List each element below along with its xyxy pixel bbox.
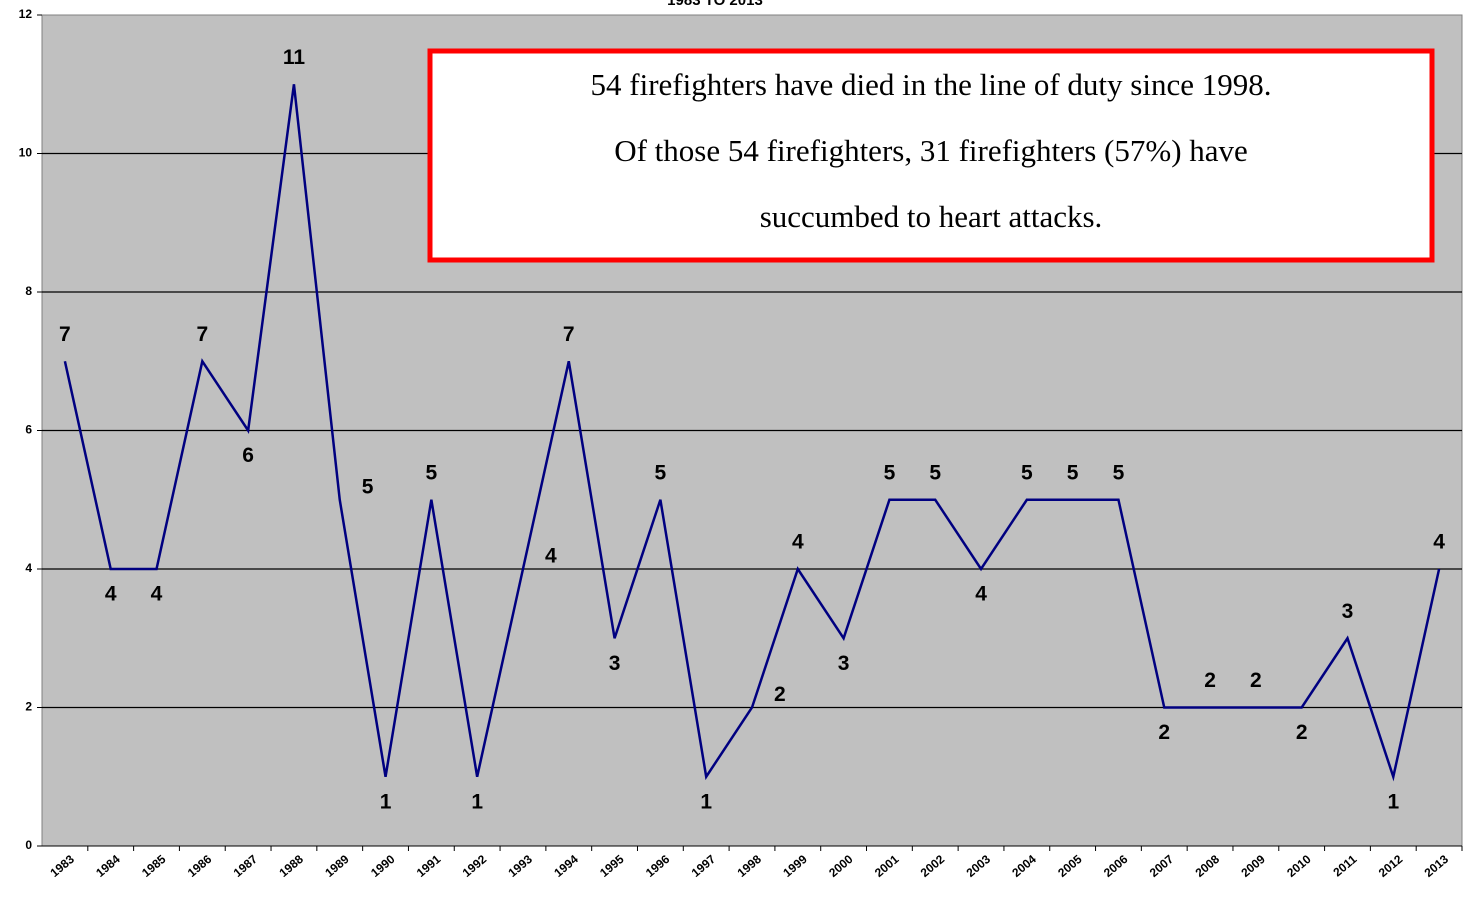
x-tick-label: 2011 — [1330, 852, 1359, 880]
y-tick-label: 10 — [19, 146, 33, 160]
x-tick-label: 1995 — [597, 852, 627, 880]
data-label: 5 — [1021, 461, 1033, 484]
y-tick-label: 4 — [25, 561, 32, 575]
x-tick-label: 1986 — [185, 852, 215, 880]
y-tick-label: 8 — [25, 284, 32, 298]
x-tick-label: 1989 — [322, 852, 352, 880]
data-label: 1 — [380, 790, 392, 813]
y-tick-label: 12 — [19, 7, 33, 21]
x-tick-label: 1998 — [735, 852, 765, 880]
x-tick-label: 1983 — [47, 852, 77, 880]
data-label: 7 — [563, 323, 575, 346]
data-label: 2 — [774, 683, 786, 706]
x-tick-label: 2001 — [872, 852, 902, 880]
annotation-text: Of those 54 firefighters, 31 firefighter… — [614, 133, 1248, 168]
annotation-text: succumbed to heart attacks. — [760, 199, 1103, 234]
annotation-box — [427, 48, 1435, 263]
x-tick-label: 2012 — [1376, 852, 1406, 880]
data-label: 1 — [471, 790, 483, 813]
x-tick-label: 2006 — [1101, 852, 1131, 880]
annotation-text: 54 firefighters have died in the line of… — [591, 67, 1272, 102]
x-tick-label: 2000 — [826, 852, 856, 880]
data-label: 4 — [105, 583, 117, 606]
data-label: 1 — [1387, 790, 1399, 813]
x-tick-label: 2007 — [1147, 852, 1177, 880]
x-tick-label: 2002 — [918, 852, 948, 880]
x-tick-label: 2005 — [1055, 852, 1085, 880]
data-label: 11 — [283, 46, 306, 69]
data-label: 5 — [1113, 461, 1125, 484]
y-tick-label: 2 — [25, 700, 32, 714]
data-label: 5 — [655, 461, 667, 484]
data-label: 3 — [609, 652, 621, 675]
data-label: 7 — [196, 323, 208, 346]
x-tick-label: 2003 — [964, 852, 994, 880]
data-label: 5 — [884, 461, 896, 484]
data-label: 5 — [1067, 461, 1079, 484]
data-label: 5 — [362, 475, 374, 498]
line-series — [63, 84, 1441, 782]
x-tick-label: 2013 — [1422, 852, 1452, 880]
x-tick-label: 2010 — [1284, 852, 1314, 880]
data-label: 4 — [975, 583, 987, 606]
x-tick-label: 1985 — [139, 852, 169, 880]
x-tick-label: 2008 — [1193, 852, 1223, 880]
y-tick-label: 0 — [25, 838, 32, 852]
data-label: 4 — [545, 545, 557, 568]
data-label: 4 — [792, 531, 804, 554]
data-label: 4 — [1433, 531, 1445, 554]
x-tick-label: 1987 — [231, 852, 261, 880]
data-label: 2 — [1204, 669, 1216, 692]
data-label: 2 — [1158, 721, 1170, 744]
data-label: 3 — [1342, 600, 1354, 623]
data-label: 3 — [838, 652, 850, 675]
y-tick-label: 6 — [25, 423, 32, 437]
x-tick-label: 1990 — [368, 852, 398, 880]
x-tick-label: 1984 — [93, 852, 123, 880]
x-tick-label: 2004 — [1009, 852, 1039, 880]
x-tick-label: 2009 — [1238, 852, 1268, 880]
chart-title: 1983 TO 2013 — [667, 0, 763, 9]
data-label: 4 — [151, 583, 163, 606]
x-tick-label: 1999 — [780, 852, 810, 880]
x-tick-label: 1996 — [643, 852, 673, 880]
x-tick-label: 1991 — [414, 852, 444, 880]
x-tick-label: 1993 — [505, 852, 535, 880]
x-tick-label: 1988 — [276, 852, 306, 880]
data-label: 2 — [1250, 669, 1262, 692]
x-tick-label: 1992 — [460, 852, 490, 880]
x-tick-label: 1997 — [689, 852, 719, 880]
data-label: 1 — [700, 790, 712, 813]
data-label: 6 — [242, 444, 254, 467]
data-label: 5 — [426, 461, 438, 484]
data-label: 2 — [1296, 721, 1308, 744]
x-tick-label: 1994 — [551, 852, 581, 880]
data-label: 5 — [929, 461, 941, 484]
data-label: 7 — [59, 323, 71, 346]
